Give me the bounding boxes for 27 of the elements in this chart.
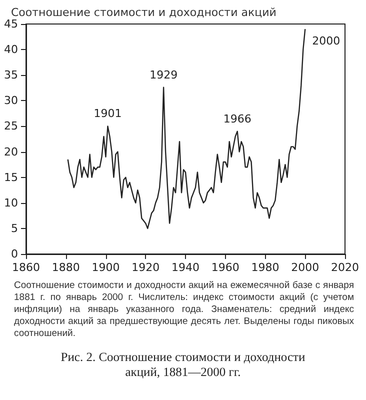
x-tick-label: 2020	[331, 261, 359, 274]
x-tick-label: 1920	[132, 261, 160, 274]
y-tick-label: 10	[4, 196, 18, 210]
y-tick-label: 35	[4, 68, 18, 82]
x-tick-label: 1940	[172, 261, 200, 274]
text: Рис. 2. Соотношение стоимости и доходности акций, 1881—2000 гг.	[60, 350, 306, 380]
x-tick-label: 1900	[92, 261, 120, 274]
y-tick-label: 30	[4, 94, 18, 108]
y-tick-label: 15	[4, 170, 18, 184]
y-tick-label: 25	[4, 120, 18, 133]
y-tick-label: 0	[11, 248, 18, 260]
chart-title: Соотношение стоимости и доходности акций	[11, 6, 276, 19]
x-tick-label: 1980	[251, 261, 280, 274]
line-series	[67, 28, 306, 230]
x-tick-label: 2000	[291, 261, 320, 274]
text: Соотношение стоимости и доходности акций на ежемесячной базе с января 1881 г. по январь 2000 г. Числитель: индекс стоимости акций (с учетом инфляции) на январь указанного года. Знаменатель: средний индекс доходности акций за предшествующие десять лет. Выделены годы пиковых соотношений.	[14, 280, 354, 340]
annotation: 1966	[223, 112, 252, 126]
x-tick-label: 1960	[211, 261, 240, 274]
annotation: 1901	[94, 107, 122, 120]
annotation: 2000	[312, 34, 340, 48]
x-tick-label: 1860	[12, 261, 40, 274]
y-tick-label: 40	[4, 43, 18, 56]
y-tick-label: 20	[4, 145, 18, 158]
y-tick-label: 5	[11, 222, 18, 235]
annotation: 1929	[150, 68, 178, 82]
x-tick-label: 1880	[52, 261, 80, 274]
y-tick-label: 45	[4, 18, 18, 30]
